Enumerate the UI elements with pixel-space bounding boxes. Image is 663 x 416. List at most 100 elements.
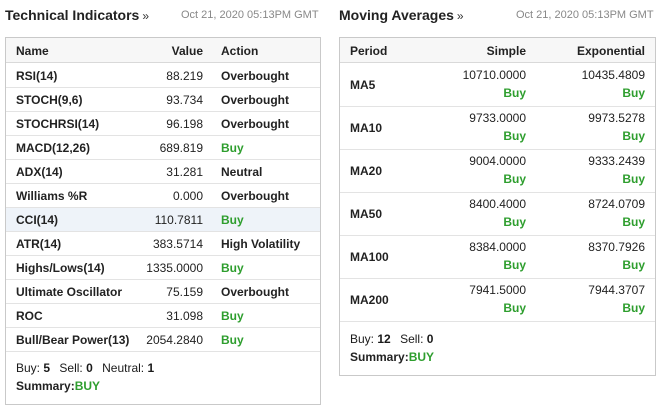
simple-action: Buy bbox=[503, 301, 526, 315]
ma-period[interactable]: MA5 bbox=[350, 78, 376, 92]
column-header-value: Value bbox=[171, 44, 203, 58]
indicator-action: Overbought bbox=[221, 285, 289, 299]
ma-summary: Summary:BUY bbox=[350, 350, 434, 364]
technical-indicators-title[interactable]: Technical Indicators» bbox=[5, 7, 149, 23]
indicator-name[interactable]: Highs/Lows(14) bbox=[16, 261, 105, 275]
indicator-value: 110.7811 bbox=[154, 213, 203, 227]
buy-count-label: Buy: bbox=[16, 361, 41, 375]
indicator-name[interactable]: MACD(12,26) bbox=[16, 141, 91, 155]
exponential-value: 10435.4809 bbox=[581, 68, 645, 82]
table-row: Bull/Bear Power(13) 2054.2840 Buy bbox=[6, 328, 320, 352]
column-header-simple: Simple bbox=[486, 44, 526, 58]
table-row: MA200 7941.5000 Buy 7944.3707 Buy bbox=[340, 279, 655, 322]
exponential-action: Buy bbox=[622, 86, 645, 100]
indicator-action: Buy bbox=[221, 141, 244, 155]
ma-period[interactable]: MA100 bbox=[350, 250, 389, 264]
ma-counts: Buy: 12 Sell: 0 bbox=[350, 332, 433, 346]
sell-count-label: Sell: bbox=[59, 361, 83, 375]
indicator-value: 88.219 bbox=[166, 69, 203, 83]
table-row: ADX(14) 31.281 Neutral bbox=[6, 160, 320, 184]
column-header-period: Period bbox=[350, 44, 388, 58]
exponential-value: 8724.0709 bbox=[588, 197, 645, 211]
indicator-name[interactable]: CCI(14) bbox=[16, 213, 59, 227]
table-row: MA10 9733.0000 Buy 9973.5278 Buy bbox=[340, 107, 655, 150]
table-row: ROC 31.098 Buy bbox=[6, 304, 320, 328]
indicator-value: 383.5714 bbox=[152, 237, 203, 251]
table-row: MA5 10710.0000 Buy 10435.4809 Buy bbox=[340, 64, 655, 107]
exponential-action: Buy bbox=[622, 301, 645, 315]
moving-averages-table: Period Simple Exponential MA5 10710.0000 B… bbox=[339, 37, 656, 376]
summary-label: Summary: bbox=[350, 350, 409, 364]
sell-count-label: Sell: bbox=[400, 332, 424, 346]
column-header-name: Name bbox=[16, 44, 49, 58]
table-row: STOCHRSI(14) 96.198 Overbought bbox=[6, 112, 320, 136]
table-row: MA50 8400.4000 Buy 8724.0709 Buy bbox=[340, 193, 655, 236]
indicator-action: Overbought bbox=[221, 93, 289, 107]
table-row: MACD(12,26) 689.819 Buy bbox=[6, 136, 320, 160]
indicator-name[interactable]: Bull/Bear Power(13) bbox=[16, 333, 130, 347]
exponential-value: 8370.7926 bbox=[588, 240, 645, 254]
buy-count: 12 bbox=[377, 332, 391, 346]
table-row: Ultimate Oscillator 75.159 Overbought bbox=[6, 280, 320, 304]
sell-count: 0 bbox=[86, 361, 93, 375]
table-header: Name Value Action bbox=[6, 38, 320, 63]
indicator-name[interactable]: Williams %R bbox=[16, 189, 88, 203]
table-row: Highs/Lows(14) 1335.0000 Buy bbox=[6, 256, 320, 280]
indicator-name[interactable]: ROC bbox=[16, 309, 43, 323]
ma-period[interactable]: MA10 bbox=[350, 121, 383, 135]
indicator-action: High Volatility bbox=[221, 237, 301, 251]
neutral-count: 1 bbox=[147, 361, 155, 375]
ma-period[interactable]: MA20 bbox=[350, 164, 383, 178]
ma-period[interactable]: MA200 bbox=[350, 293, 389, 307]
moving-averages-title[interactable]: Moving Averages» bbox=[339, 7, 464, 23]
indicator-action: Overbought bbox=[221, 117, 289, 131]
column-header-action: Action bbox=[221, 44, 259, 58]
sell-count: 0 bbox=[426, 332, 434, 346]
indicator-name[interactable]: RSI(14) bbox=[16, 69, 58, 83]
summary-value: BUY bbox=[74, 379, 101, 393]
exponential-action: Buy bbox=[622, 129, 645, 143]
indicator-name[interactable]: STOCHRSI(14) bbox=[16, 117, 100, 131]
table-row: RSI(14) 88.219 Overbought bbox=[6, 64, 320, 88]
indicator-counts: Buy: 5 Sell: 0 Neutral: 1 bbox=[16, 361, 154, 375]
indicator-value: 75.159 bbox=[166, 285, 203, 299]
indicator-value: 689.819 bbox=[159, 141, 203, 155]
moving-averages-timestamp: Oct 21, 2020 05:13PM GMT bbox=[516, 9, 654, 21]
indicator-name[interactable]: ADX(14) bbox=[16, 165, 63, 179]
simple-value: 10710.0000 bbox=[462, 68, 526, 82]
summary-label: Summary: bbox=[16, 379, 75, 393]
table-row: STOCH(9,6) 93.734 Overbought bbox=[6, 88, 320, 112]
exponential-value: 9973.5278 bbox=[588, 111, 645, 125]
technical-indicators-timestamp: Oct 21, 2020 05:13PM GMT bbox=[181, 9, 319, 21]
technical-indicators-title-text[interactable]: Technical Indicators bbox=[5, 7, 140, 23]
table-row: ATR(14) 383.5714 High Volatility bbox=[6, 232, 320, 256]
more-arrow-icon[interactable]: » bbox=[142, 9, 150, 23]
indicator-value: 93.734 bbox=[166, 93, 203, 107]
indicator-value: 0.000 bbox=[172, 189, 203, 203]
indicator-name[interactable]: STOCH(9,6) bbox=[16, 93, 83, 107]
indicator-name[interactable]: ATR(14) bbox=[16, 237, 62, 251]
indicator-action: Overbought bbox=[221, 69, 289, 83]
buy-count: 5 bbox=[43, 361, 51, 375]
simple-action: Buy bbox=[503, 86, 526, 100]
indicator-action: Neutral bbox=[221, 165, 263, 179]
ma-period[interactable]: MA50 bbox=[350, 207, 383, 221]
indicator-name[interactable]: Ultimate Oscillator bbox=[16, 285, 123, 299]
simple-action: Buy bbox=[503, 258, 526, 272]
buy-count-label: Buy: bbox=[350, 332, 375, 346]
indicator-action: Buy bbox=[221, 309, 244, 323]
moving-averages-title-text[interactable]: Moving Averages bbox=[339, 7, 454, 23]
indicator-action: Buy bbox=[221, 213, 244, 227]
technical-indicators-table: Name Value Action RSI(14) 88.219 Overbough… bbox=[5, 37, 321, 405]
exponential-action: Buy bbox=[622, 258, 645, 272]
indicator-value: 1335.0000 bbox=[146, 261, 203, 275]
table-row: MA100 8384.0000 Buy 8370.7926 Buy bbox=[340, 236, 655, 279]
exponential-value: 9333.2439 bbox=[588, 154, 645, 168]
indicator-action: Buy bbox=[221, 333, 244, 347]
indicator-value: 31.098 bbox=[166, 309, 203, 323]
summary-value: BUY bbox=[408, 350, 435, 364]
indicator-value: 96.198 bbox=[166, 117, 203, 131]
exponential-action: Buy bbox=[622, 215, 645, 229]
exponential-value: 7944.3707 bbox=[588, 283, 645, 297]
more-arrow-icon[interactable]: » bbox=[456, 9, 464, 23]
